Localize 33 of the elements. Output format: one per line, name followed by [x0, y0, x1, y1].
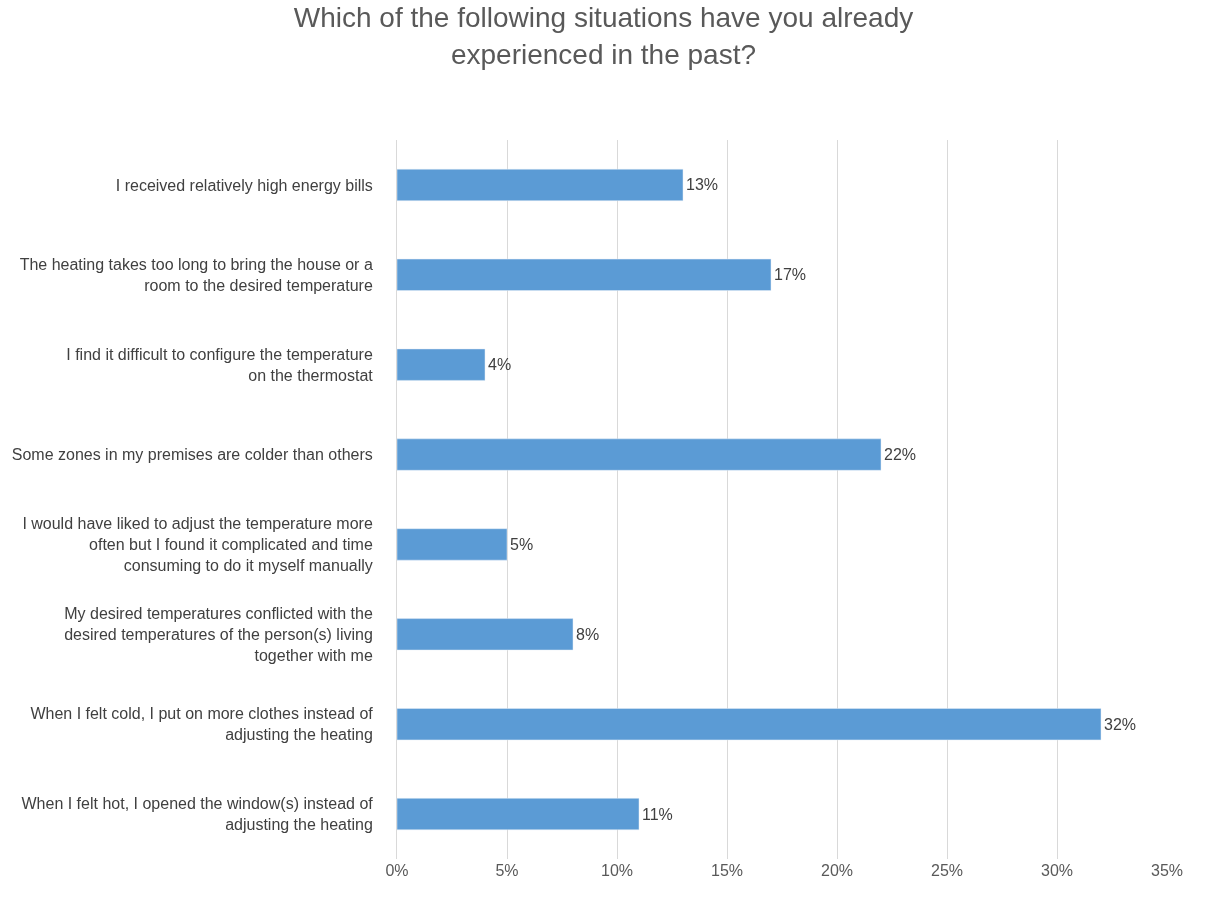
x-tick-label: 15%	[710, 862, 744, 879]
data-label: 11%	[642, 805, 673, 823]
x-tick-label: 20%	[820, 862, 854, 879]
bar	[397, 798, 640, 831]
data-label: 22%	[884, 446, 917, 464]
y-tick-label: The heating takes too long to bring the house or a room to the desired temperature	[19, 256, 373, 294]
y-tick-label: I would have liked to adjust the temperature more often but I found it complicated and time consuming to do it myself manually	[22, 515, 373, 574]
y-tick-label: Some zones in my premises are colder than others	[11, 446, 373, 464]
data-label: 13%	[686, 176, 719, 194]
bar	[397, 528, 508, 561]
bar	[397, 258, 772, 291]
y-tick-label: My desired temperatures conflicted with the desired temperatures of the person(s) living together with me	[64, 605, 373, 664]
x-tick-label: 0%	[385, 862, 409, 879]
bar	[397, 618, 574, 651]
y-tick-label: When I felt hot, I opened the window(s) instead of adjusting the heating	[21, 795, 374, 834]
y-tick-label: I find it difficult to configure the temperature on the thermostat	[66, 345, 374, 384]
bar	[397, 708, 1102, 741]
data-label: 8%	[576, 625, 600, 643]
data-label: 5%	[510, 535, 534, 553]
x-tick-label: 30%	[1040, 862, 1074, 879]
bar	[397, 348, 486, 381]
bar	[397, 168, 684, 201]
y-tick-label: When I felt cold, I put on more clothes instead of adjusting the heating	[30, 705, 374, 744]
y-tick-label: I received relatively high energy bills	[115, 176, 373, 194]
x-tick-label: 5%	[495, 862, 519, 879]
chart-title: Which of the following situations have you already experienced in the past?	[293, 2, 914, 70]
x-tick-label: 25%	[930, 862, 964, 879]
x-tick-label: 35%	[1150, 862, 1184, 879]
data-label: 4%	[488, 356, 512, 374]
data-label: 17%	[774, 266, 807, 284]
x-tick-label: 10%	[600, 862, 634, 879]
bar	[397, 438, 882, 471]
data-label: 32%	[1104, 715, 1137, 733]
